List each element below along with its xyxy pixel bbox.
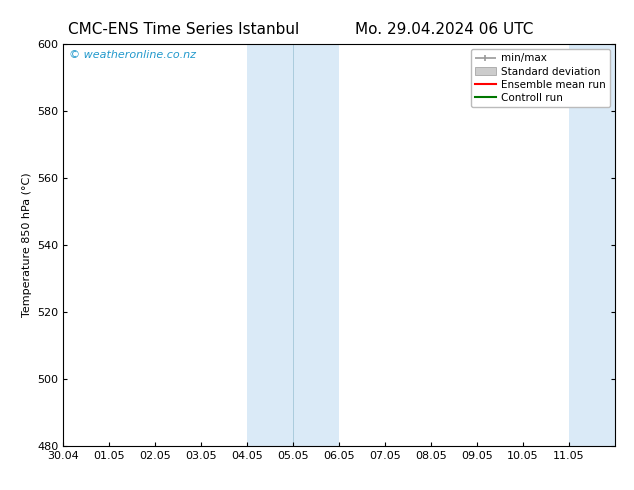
Text: CMC-ENS Time Series Istanbul: CMC-ENS Time Series Istanbul [68, 22, 299, 37]
Y-axis label: Temperature 850 hPa (°C): Temperature 850 hPa (°C) [22, 172, 32, 318]
Bar [247, 44, 339, 446]
Text: Mo. 29.04.2024 06 UTC: Mo. 29.04.2024 06 UTC [354, 22, 533, 37]
Text: © weatheronline.co.nz: © weatheronline.co.nz [69, 50, 196, 60]
Bar [569, 44, 615, 446]
Legend: min/max, Standard deviation, Ensemble mean run, Controll run: min/max, Standard deviation, Ensemble me… [470, 49, 610, 107]
